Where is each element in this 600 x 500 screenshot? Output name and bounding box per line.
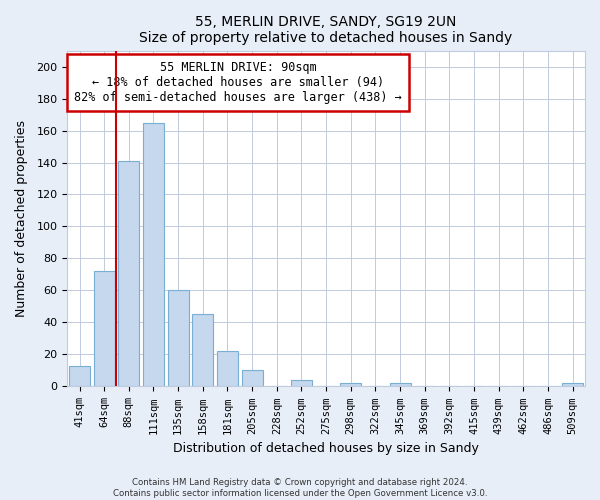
Title: 55, MERLIN DRIVE, SANDY, SG19 2UN
Size of property relative to detached houses i: 55, MERLIN DRIVE, SANDY, SG19 2UN Size o…: [139, 15, 513, 45]
Bar: [562, 383, 583, 386]
Bar: [193, 314, 213, 386]
Bar: [242, 370, 263, 386]
Bar: [143, 122, 164, 386]
Bar: [69, 366, 90, 386]
Text: 55 MERLIN DRIVE: 90sqm
← 18% of detached houses are smaller (94)
82% of semi-det: 55 MERLIN DRIVE: 90sqm ← 18% of detached…: [74, 60, 402, 104]
Bar: [217, 352, 238, 386]
Y-axis label: Number of detached properties: Number of detached properties: [15, 120, 28, 317]
Bar: [167, 290, 188, 386]
Bar: [291, 380, 312, 386]
Bar: [389, 383, 410, 386]
Text: Contains HM Land Registry data © Crown copyright and database right 2024.
Contai: Contains HM Land Registry data © Crown c…: [113, 478, 487, 498]
Bar: [340, 383, 361, 386]
Bar: [118, 161, 139, 386]
Bar: [94, 272, 115, 386]
X-axis label: Distribution of detached houses by size in Sandy: Distribution of detached houses by size …: [173, 442, 479, 455]
